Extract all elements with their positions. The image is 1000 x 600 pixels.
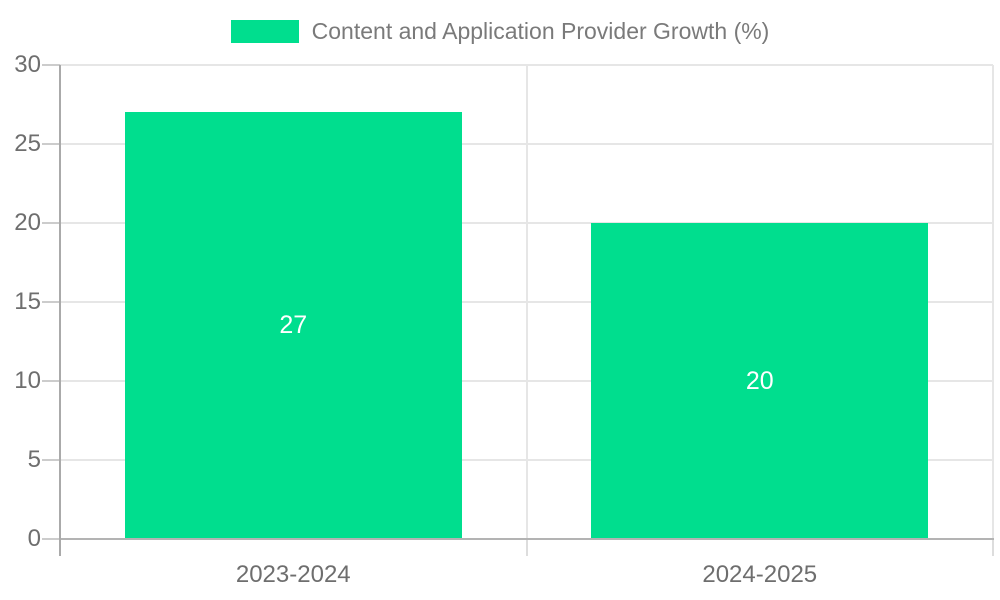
y-tick — [42, 222, 60, 224]
y-axis-tick-label: 20 — [14, 209, 41, 236]
y-axis-tick-label: 0 — [27, 525, 41, 552]
x-gridline — [525, 65, 528, 539]
bar[interactable]: 20 — [591, 223, 929, 539]
y-axis-tick-label: 25 — [14, 130, 41, 157]
y-axis-tick-label: 15 — [14, 288, 41, 315]
legend-label: Content and Application Provider Growth … — [311, 18, 770, 44]
y-tick — [42, 459, 60, 461]
y-axis-tick-label: 5 — [27, 446, 41, 473]
x-gridline — [992, 65, 994, 539]
x-axis-line — [59, 538, 994, 540]
y-tick — [42, 380, 60, 382]
x-tick — [992, 540, 994, 556]
x-axis-category-label: 2024-2025 — [702, 561, 818, 588]
y-tick — [42, 538, 60, 540]
x-axis-category-label: 2023-2024 — [235, 561, 351, 588]
chart-legend[interactable]: Content and Application Provider Growth … — [0, 19, 1000, 44]
legend-swatch — [230, 20, 299, 43]
bar-value-label: 20 — [745, 366, 774, 395]
bar-value-label: 27 — [279, 311, 308, 340]
y-axis-tick-label: 30 — [14, 51, 41, 78]
y-tick — [42, 143, 60, 145]
bar[interactable]: 27 — [124, 112, 462, 539]
y-axis-line — [59, 65, 61, 556]
y-tick — [42, 301, 60, 303]
y-tick — [42, 64, 60, 66]
y-axis-tick-label: 10 — [14, 367, 41, 394]
x-tick — [525, 540, 528, 556]
